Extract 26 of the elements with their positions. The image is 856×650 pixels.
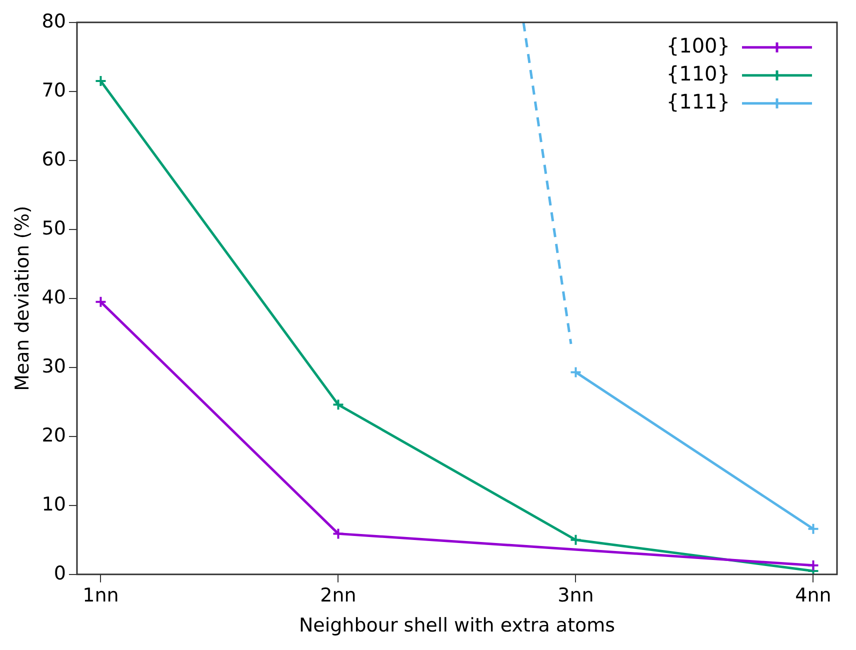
y-axis-title: Mean deviation (%) (11, 206, 34, 391)
point (94, 296, 107, 308)
legend-label: {111} (666, 90, 730, 114)
point (570, 534, 582, 546)
legend-label: {110} (666, 62, 730, 86)
y-tick-label: 80 (42, 10, 66, 32)
point (807, 559, 820, 572)
point (332, 528, 344, 540)
y-tick-label: 30 (42, 355, 66, 378)
x-tick-label: 2nn (320, 584, 356, 607)
x-tick-label: 1nn (82, 584, 119, 607)
y-tick-label: 20 (42, 424, 66, 446)
point (570, 366, 582, 378)
y-tick-label: 10 (42, 493, 66, 516)
x-tick-label: 3nn (558, 584, 594, 607)
x-tick-label: 4nn (795, 584, 832, 607)
point (807, 522, 820, 535)
y-tick-label: 0 (54, 562, 66, 584)
y-tick-label: 40 (42, 286, 66, 308)
y-tick-label: 60 (42, 148, 66, 170)
y-tick-label: 70 (42, 79, 66, 102)
x-axis-title: Neighbour shell with extra atoms (298, 614, 616, 637)
y-tick-label: 50 (42, 217, 66, 240)
point (332, 398, 344, 411)
point (94, 75, 107, 88)
legend-label: {100} (666, 34, 730, 58)
